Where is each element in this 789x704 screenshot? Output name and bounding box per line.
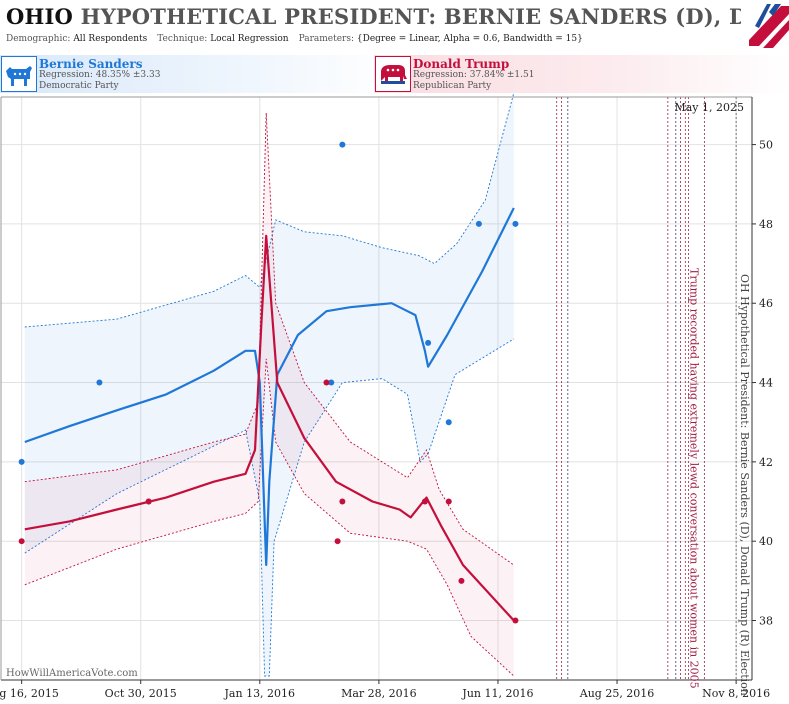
title-text: HYPOTHETICAL PRESIDENT: BERNIE SANDERS (… (80, 4, 746, 29)
x-tick-label: Mar 28, 2016 (341, 687, 417, 700)
candidate-card-democrat: Bernie Sanders Regression: 48.35% ±3.33 … (0, 55, 394, 93)
confidence-band-democrat (24, 93, 514, 676)
democrat-name: Bernie Sanders (39, 57, 143, 71)
republican-name: Donald Trump (413, 57, 510, 71)
band-lower-republican (24, 358, 515, 677)
poll-point-republican (421, 498, 428, 505)
x-tick-label: Jun 11, 2016 (461, 687, 533, 700)
demographic-value: All Respondents (73, 34, 148, 44)
regression-line-democrat (24, 207, 515, 567)
event-annotation: OH Hypothetical President: Bernie Sander… (738, 274, 751, 696)
poll-point-republican (458, 577, 465, 584)
parameters-line: Demographic: All Respondents Technique: L… (6, 34, 583, 44)
poll-points (18, 141, 519, 624)
poll-point-republican (334, 538, 341, 545)
poll-point-republican (445, 498, 452, 505)
date-stamp: May 1, 2025 (674, 101, 744, 114)
annotations: May 1, 2025 Trump recorded having extreme… (674, 101, 751, 696)
poll-point-republican (512, 617, 519, 624)
poll-point-republican (145, 498, 152, 505)
axis-labels: 38 40 42 44 46 48 50 Aug 16, 2015 Oct 30, 2015 Ja… (0, 139, 773, 700)
y-tick-label: 46 (759, 297, 773, 310)
poll-point-democrat (328, 379, 335, 386)
confidence-band-republican (24, 112, 514, 676)
candidate-card-republican: Donald Trump Regression: 37.84% ±1.51 Re… (374, 55, 789, 93)
y-tick-label: 38 (759, 615, 773, 628)
event-annotation: Trump recorded having extremely lewd con… (687, 268, 700, 689)
poll-point-democrat (425, 339, 432, 346)
chart-title: OHIO HYPOTHETICAL PRESIDENT: BERNIE SAND… (6, 4, 746, 34)
technique-value: Local Regression (210, 34, 289, 44)
poll-point-democrat (475, 220, 482, 227)
poll-point-democrat (18, 458, 25, 465)
x-tick-label: Nov 8, 2016 (702, 687, 770, 700)
poll-point-democrat (512, 220, 519, 227)
y-tick-label: 42 (759, 456, 773, 469)
republican-regression: Regression: 37.84% ±1.51 (413, 70, 535, 80)
axes (0, 96, 756, 684)
donkey-icon (1, 56, 37, 92)
y-tick-label: 40 (759, 535, 773, 548)
poll-point-republican (339, 498, 346, 505)
poll-point-democrat (96, 379, 103, 386)
poll-point-democrat (445, 419, 452, 426)
republican-party: Republican Party (413, 81, 492, 91)
poll-point-republican (323, 379, 330, 386)
parameters-value: {Degree = Linear, Alpha = 0.6, Bandwidth… (356, 34, 583, 44)
state-name: OHIO (6, 4, 74, 29)
regression-lines (24, 207, 515, 622)
y-tick-label: 44 (759, 377, 773, 390)
x-tick-label: Aug 25, 2016 (579, 687, 655, 700)
regression-line-republican (24, 234, 515, 622)
democrat-party: Democratic Party (39, 81, 119, 91)
elephant-icon (375, 56, 411, 92)
x-tick-label: Oct 30, 2015 (105, 687, 177, 700)
y-tick-label: 50 (759, 139, 773, 152)
confidence-bands (24, 92, 515, 677)
x-tick-label: Aug 16, 2015 (0, 687, 59, 700)
event-lines (556, 97, 737, 680)
poll-point-republican (18, 538, 25, 545)
x-tick-label: Jan 13, 2016 (224, 687, 296, 700)
poll-point-democrat (339, 141, 346, 148)
flag-icon (741, 0, 789, 48)
watermark: HowWillAmericaVote.com (6, 668, 138, 679)
y-tick-label: 48 (759, 218, 773, 231)
democrat-regression: Regression: 48.35% ±3.33 (39, 70, 161, 80)
